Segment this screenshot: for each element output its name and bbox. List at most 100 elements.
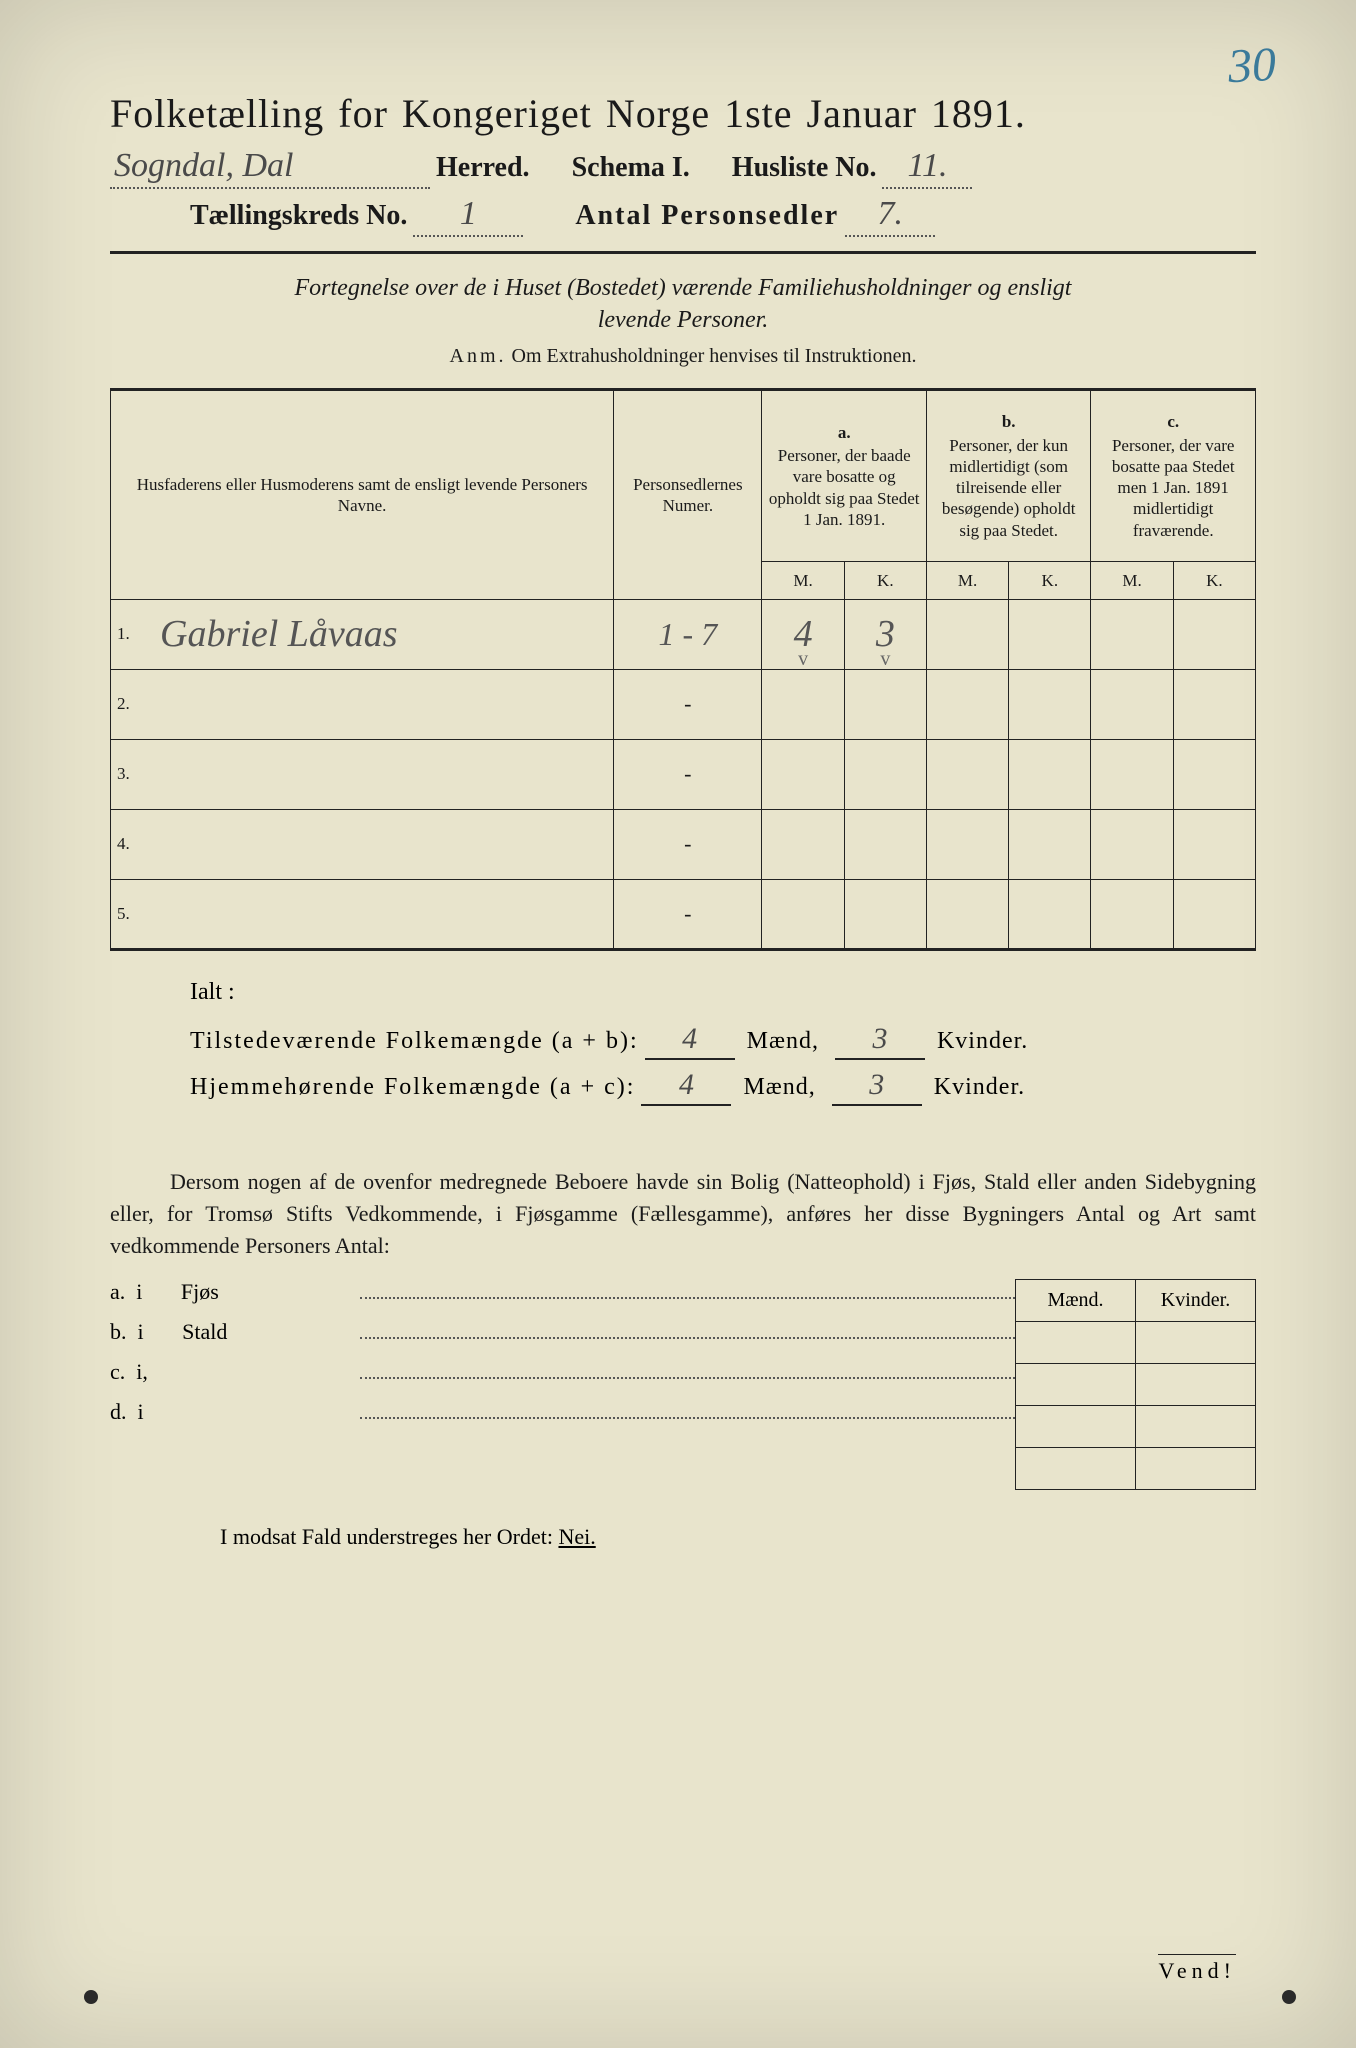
- dotted-leader: [360, 1400, 1015, 1420]
- count-cell: [1173, 669, 1255, 739]
- count-cell: [926, 879, 1008, 949]
- count-cell: [926, 739, 1008, 809]
- dersom-paragraph: Dersom nogen af de ovenfor medregnede Be…: [110, 1166, 1256, 1262]
- person-numbers: -: [614, 669, 762, 739]
- antal-label: Antal Personsedler: [575, 200, 839, 232]
- count-cell: [762, 669, 844, 739]
- count-cell: [844, 809, 926, 879]
- corner-mark-br: [1282, 1990, 1296, 2004]
- building-row: a. i Fjøs: [110, 1279, 1015, 1305]
- totals-block: Ialt : Tilstedeværende Folkemængde (a + …: [110, 979, 1256, 1106]
- householder-name: [154, 879, 614, 949]
- th-col-b: b. Personer, der kun midlertidigt (som t…: [926, 389, 1091, 562]
- count-cell: [1091, 809, 1173, 879]
- kreds-label: Tællingskreds No.: [190, 200, 407, 232]
- th-b-letter: b.: [933, 411, 1085, 432]
- modsat-text: I modsat Fald understreges her Ordet:: [220, 1524, 558, 1549]
- tally2-kvinder: Kvinder.: [934, 1074, 1025, 1101]
- anm-prefix: Anm.: [450, 345, 507, 367]
- tally-resident: Hjemmehørende Folkemængde (a + c): 4 Mæn…: [190, 1068, 1236, 1106]
- dotted-leader: [360, 1280, 1015, 1300]
- header-row-2: Tællingskreds No. 1 Antal Personsedler 7…: [110, 195, 1256, 237]
- tally2-label: Hjemmehørende Folkemængde (a + c):: [190, 1074, 635, 1101]
- antal-value: 7.: [845, 195, 935, 237]
- tally1-k: 3: [835, 1022, 925, 1060]
- row-number: 4.: [111, 809, 155, 879]
- mk-b-k: [1136, 1364, 1256, 1406]
- th-names-text: Husfaderens eller Husmoderens samt de en…: [137, 475, 588, 515]
- corner-mark-bl: [84, 1990, 98, 2004]
- table-row: 5. -: [111, 879, 1256, 949]
- mk-c-m: [1016, 1406, 1136, 1448]
- building-label: b. i Stald: [110, 1319, 360, 1345]
- person-numbers: -: [614, 879, 762, 949]
- census-form-page: 30 Folketælling for Kongeriget Norge 1st…: [0, 0, 1356, 2048]
- building-row: c. i,: [110, 1359, 1015, 1385]
- mk-table: Mænd. Kvinder.: [1015, 1279, 1256, 1490]
- count-cell: [762, 809, 844, 879]
- th-a-m: M.: [762, 562, 844, 599]
- th-a-text: Personer, der baade vare bosatte og opho…: [769, 446, 920, 529]
- count-cell: [1091, 669, 1173, 739]
- building-row: b. i Stald: [110, 1319, 1015, 1345]
- building-label: d. i: [110, 1399, 360, 1425]
- page-number-handwritten: 30: [1227, 37, 1278, 94]
- count-cell: [1091, 739, 1173, 809]
- row-number: 5.: [111, 879, 155, 949]
- th-c-text: Personer, der vare bosatte paa Stedet me…: [1112, 436, 1235, 540]
- th-b-m: M.: [926, 562, 1008, 599]
- th-b-k: K.: [1009, 562, 1091, 599]
- th-a-k: K.: [844, 562, 926, 599]
- th-c-m: M.: [1091, 562, 1173, 599]
- fortegnelse-text: Fortegnelse over de i Huset (Bostedet) v…: [150, 272, 1216, 337]
- householder-name: Gabriel Låvaas: [154, 599, 614, 669]
- dotted-leader: [360, 1320, 1015, 1340]
- th-c-letter: c.: [1097, 411, 1249, 432]
- person-numbers: -: [614, 739, 762, 809]
- household-table: Husfaderens eller Husmoderens samt de en…: [110, 388, 1256, 951]
- count-cell: 3v: [844, 599, 926, 669]
- vend-label: Vend!: [1158, 1954, 1236, 1984]
- building-row: d. i: [110, 1399, 1015, 1425]
- tally-present: Tilstedeværende Folkemængde (a + b): 4 M…: [190, 1022, 1236, 1060]
- schema-label: Schema I.: [572, 152, 690, 184]
- count-cell: [844, 669, 926, 739]
- count-cell: [1091, 599, 1173, 669]
- count-cell: [1009, 669, 1091, 739]
- mk-head-m: Mænd.: [1016, 1280, 1136, 1322]
- count-cell: [926, 599, 1008, 669]
- count-cell: 4v: [762, 599, 844, 669]
- kreds-value: 1: [413, 195, 523, 237]
- mk-head-k: Kvinder.: [1136, 1280, 1256, 1322]
- person-numbers: -: [614, 809, 762, 879]
- building-label: c. i,: [110, 1359, 360, 1385]
- row-number: 3.: [111, 739, 155, 809]
- tally1-kvinder: Kvinder.: [937, 1028, 1028, 1055]
- row-number: 2.: [111, 669, 155, 739]
- tally2-m: 4: [641, 1068, 731, 1106]
- mk-a-k: [1136, 1322, 1256, 1364]
- tally2-maend: Mænd,: [743, 1074, 815, 1101]
- count-cell: [844, 879, 926, 949]
- count-cell: [1009, 739, 1091, 809]
- householder-name: [154, 669, 614, 739]
- mk-a-m: [1016, 1322, 1136, 1364]
- herred-value: Sogndal, Dal: [110, 147, 430, 189]
- row-number: 1.: [111, 599, 155, 669]
- person-numbers: 1 - 7: [614, 599, 762, 669]
- ialt-title: Ialt :: [190, 979, 1236, 1006]
- th-a-letter: a.: [768, 422, 920, 443]
- header-row-1: Sogndal, Dal Herred. Schema I. Husliste …: [110, 147, 1256, 189]
- th-b-text: Personer, der kun midlertidigt (som tilr…: [942, 436, 1076, 540]
- th-personsedler: Personsedlernes Numer.: [614, 389, 762, 599]
- count-cell: [1173, 809, 1255, 879]
- fortegnelse-l2: levende Personer.: [598, 307, 769, 333]
- table-row: 4. -: [111, 809, 1256, 879]
- husliste-value: 11.: [882, 147, 972, 189]
- husliste-label: Husliste No.: [732, 152, 877, 184]
- mk-d-m: [1016, 1448, 1136, 1490]
- buildings-section: a. i Fjøs b. i Stald c. i, d. i Mænd. Kvind…: [110, 1279, 1256, 1490]
- fortegnelse-l1: Fortegnelse over de i Huset (Bostedet) v…: [295, 275, 1072, 301]
- table-row: 2. -: [111, 669, 1256, 739]
- count-cell: [926, 809, 1008, 879]
